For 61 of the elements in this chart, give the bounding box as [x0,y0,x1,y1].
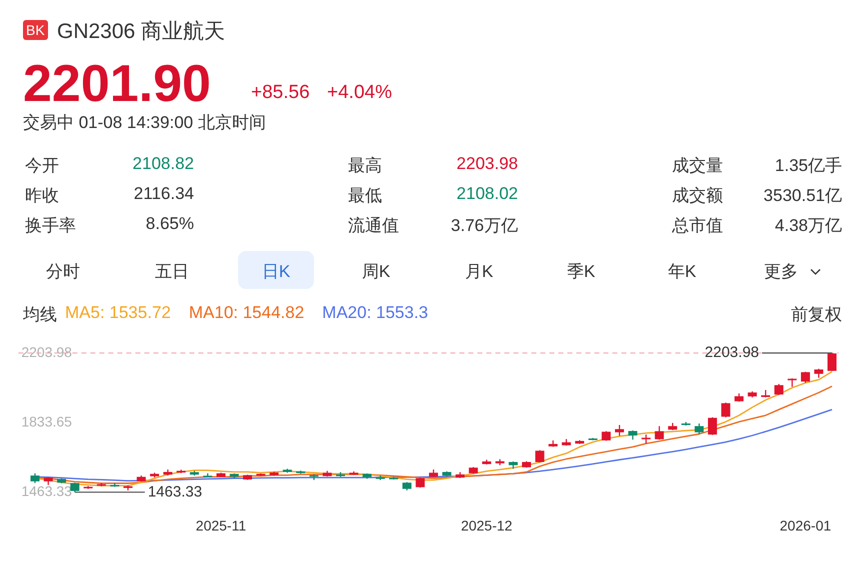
text: 4.38万亿 [774,215,842,237]
candlestick [654,426,664,440]
text: 日K [260,261,292,283]
text: 流通值 [348,215,399,237]
text: 换手率 [25,215,76,237]
text: 2108.02 [456,184,518,204]
text: 年K [666,261,698,283]
candlestick [814,368,824,378]
text: 分时 [45,261,81,283]
text: +4.04% [327,82,392,104]
text: 3.76万亿 [450,215,518,237]
text: BK [23,20,48,40]
text: 前复权 [791,304,842,326]
text: 1.35亿手 [774,155,842,177]
candlestick [721,402,730,418]
text: MA5: 1535.72 [65,303,171,324]
chart-title: GN2306 商业航天 [57,19,226,45]
x-tick-label: 2025-12 [460,517,513,534]
text: MA20: 1553.3 [322,303,428,324]
candlestick [788,378,797,388]
text: 2201.90 [23,54,211,114]
text: 2116.34 [134,184,194,204]
text: 3530.51亿 [764,185,842,207]
text: 8.65% [146,214,194,234]
candlestick [828,352,837,372]
candlestick [416,477,425,488]
candlestick [30,472,40,484]
text: 最高 [348,155,382,177]
text: 交易中 01-08 14:39:00 北京时间 [23,112,266,134]
y-tick-label: 2203.98 [21,344,72,360]
y-tick-label: 1463.33 [21,483,72,500]
text: 总市值 [672,215,723,237]
text: 成交额 [672,185,723,207]
x-tick-label: 2025-11 [196,517,246,534]
candlestick [535,450,544,463]
candlestick [614,424,624,436]
text: 2203.98 [456,154,518,174]
y-tick-label: 1833.65 [21,413,72,430]
legend-title: 均线 [23,304,57,326]
text: 成交量 [672,155,723,177]
text: 昨收 [25,185,59,207]
text: 更多 [763,261,799,283]
candlestick [708,416,717,436]
annotation: 1463.33 [148,483,202,500]
text: MA10: 1544.82 [188,303,304,324]
text: 周K [360,261,392,283]
text: 最低 [348,185,382,207]
text: 今开 [25,155,59,177]
annotation: 2203.98 [704,344,760,362]
x-tick-label: 2026-01 [780,517,832,534]
candlestick [70,482,80,493]
text: 季K [566,261,596,283]
candlestick [694,422,704,435]
text: 五日 [154,261,190,283]
candlestick [642,434,651,444]
text: 月K [464,261,494,283]
candlestick [602,430,611,442]
candlestick [628,430,638,440]
text: +85.56 [251,82,310,104]
candlestick [774,383,784,396]
text: 2108.82 [132,154,194,174]
